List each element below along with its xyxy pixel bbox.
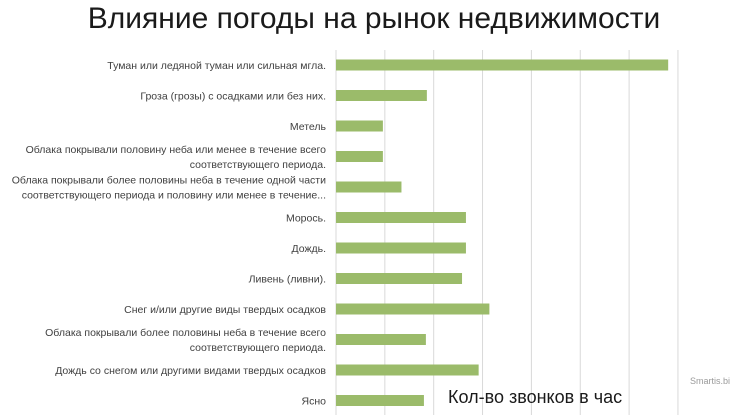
category-label: Облака покрывали более половины неба в т… [45, 327, 326, 354]
bar [336, 151, 383, 162]
grid-layer [335, 50, 679, 415]
bar [336, 334, 426, 345]
bar [336, 181, 402, 193]
bar [336, 242, 466, 254]
x-axis-label: Кол-во звонков в час [448, 387, 623, 407]
bar [336, 120, 383, 132]
category-label: Облака покрывали более половины неба в т… [12, 175, 326, 202]
chart-title: Влияние погоды на рынок недвижимости [87, 2, 661, 35]
category-label: Гроза (грозы) с осадками или без них. [140, 91, 326, 103]
category-label: Дождь со снегом или другими видами тверд… [55, 365, 326, 377]
category-label: Ливень (ливни). [249, 274, 326, 286]
category-label: Метель [290, 121, 327, 133]
category-label: Ясно [302, 396, 327, 408]
category-label: Туман или ледяной туман или сильная мгла… [107, 60, 326, 72]
bar [336, 303, 490, 315]
category-label: Облака покрывали половину неба или менее… [26, 144, 327, 171]
bar [336, 395, 424, 406]
watermark: Smartis.bi [690, 376, 731, 386]
category-label: Дождь. [292, 243, 327, 255]
bar-layer [336, 59, 669, 406]
category-label: Снег и/или другие виды твердых осадков [124, 304, 326, 316]
bar [336, 212, 466, 223]
bar [336, 59, 669, 71]
category-label: Морось. [286, 213, 326, 225]
bar [336, 273, 463, 284]
category-label-layer: Туман или ледяной туман или сильная мгла… [12, 60, 327, 408]
bar [336, 364, 479, 376]
bar [336, 90, 427, 101]
